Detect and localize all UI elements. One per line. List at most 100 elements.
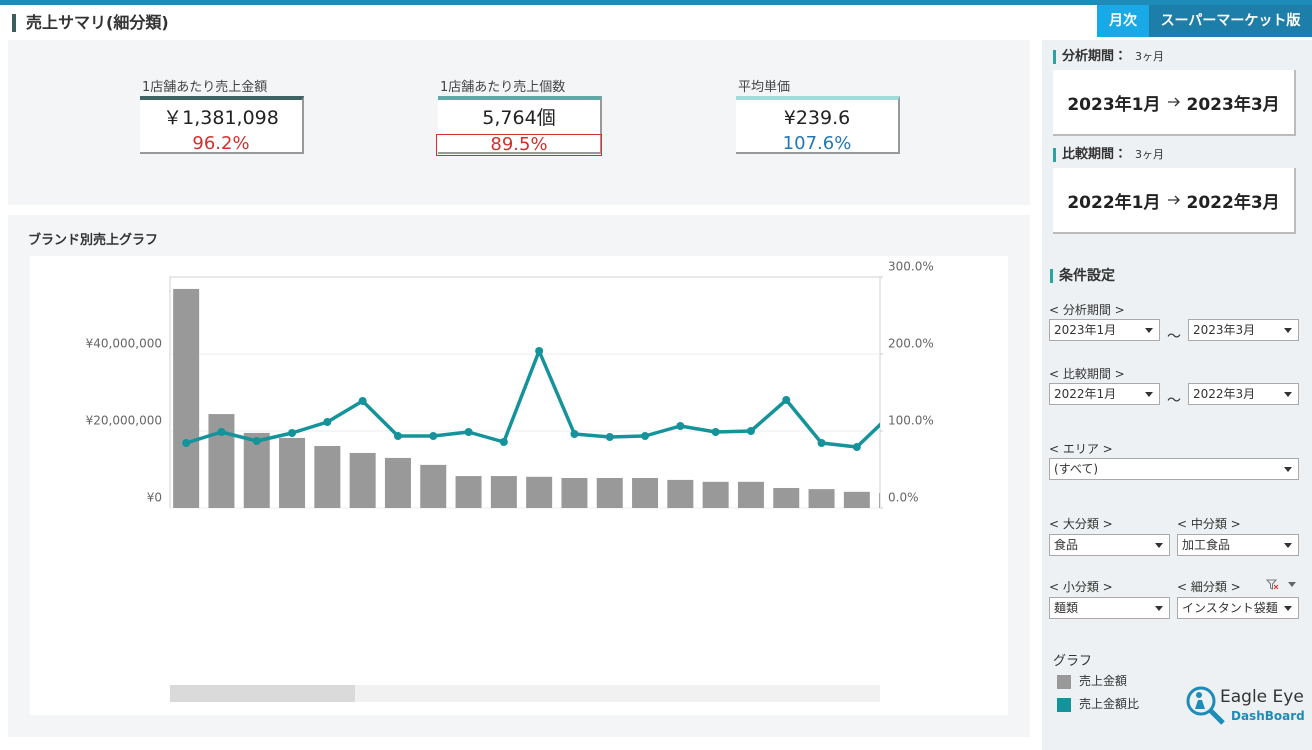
chart: ¥0 ¥20,000,000 ¥40,000,000 0.0% 100.0% 200.0%… (30, 256, 1008, 715)
y-tick-label: ¥40,000,000 (86, 337, 162, 351)
line-point (429, 432, 438, 441)
line-point (323, 417, 332, 426)
period-to: 2023年3月 (1186, 94, 1280, 115)
bar (384, 457, 411, 508)
kpi-card: 1店舗あたり売上金額 ￥1,381,098 96.2% (140, 80, 304, 154)
legend-swatch (1057, 674, 1071, 689)
line-point (782, 395, 791, 404)
line-point (605, 433, 614, 442)
bar (314, 446, 341, 508)
dropdown[interactable]: 加工食品 (1177, 534, 1299, 556)
bar (773, 487, 800, 508)
period-from: 2022年1月 (1067, 192, 1161, 213)
line-point (464, 428, 473, 437)
filter-label: < エリア > (1049, 442, 1113, 456)
line-point (393, 432, 402, 441)
legend-label: 売上金額 (1079, 674, 1128, 688)
bar (420, 464, 447, 508)
dropdown[interactable]: インスタント袋麺 (1177, 597, 1299, 619)
line-point (711, 428, 720, 437)
legend-item[interactable]: 売上金額比 (1057, 695, 1139, 712)
dropdown[interactable]: 2022年1月 (1049, 383, 1160, 405)
dropdown[interactable]: 食品 (1049, 534, 1170, 556)
kpi-box: ￥1,381,098 96.2% (140, 96, 304, 154)
kpi-label: 平均単価 (738, 80, 791, 95)
tab-monthly[interactable]: 月次 (1097, 5, 1149, 37)
y2-tick-label: 100.0% (888, 414, 934, 428)
period-heading: 分析期間： 3ヶ月 (1053, 50, 1164, 64)
line-point (217, 428, 226, 437)
bar (667, 479, 694, 508)
y2-tick-label: 200.0% (888, 337, 934, 351)
kpi-card: 1店舗あたり売上個数 5,764個 89.5% (436, 80, 602, 156)
kpi-ratio: 96.2% (192, 133, 250, 154)
bar (702, 481, 729, 508)
range-separator: ～ (1167, 329, 1181, 345)
kpi-box: ¥239.6 107.6% (736, 96, 900, 154)
label: 分析期間： (1062, 49, 1128, 64)
line-point (676, 421, 685, 430)
line-point (641, 432, 650, 441)
period-box: 2022年1月 2022年3月 (1053, 168, 1296, 234)
line-point (852, 443, 861, 452)
filter-label: < 細分類 > (1177, 580, 1241, 594)
filter-clear-icon[interactable] (1266, 579, 1298, 591)
line-point (746, 427, 755, 435)
line-point (817, 439, 826, 448)
kpi-label: 1店舗あたり売上個数 (440, 80, 566, 95)
kpi-ratio: 89.5% (436, 134, 602, 156)
period-to: 2022年3月 (1186, 192, 1280, 213)
legend: 売上金額 売上金額比 (1057, 672, 1139, 718)
duration: 3ヶ月 (1135, 148, 1165, 161)
dropdown[interactable]: (すべて) (1049, 458, 1299, 480)
y-tick-label: ¥20,000,000 (86, 414, 162, 428)
duration: 3ヶ月 (1135, 50, 1165, 63)
bar (243, 432, 270, 508)
bar (455, 476, 482, 508)
filter-label: < 大分類 > (1049, 517, 1113, 531)
filter-label: < 分析期間 > (1049, 303, 1125, 317)
bar (737, 481, 764, 508)
label: 比較期間： (1062, 147, 1128, 162)
dropdown[interactable]: 2023年3月 (1188, 319, 1299, 341)
arrow-icon (1167, 97, 1180, 107)
line-point (288, 429, 297, 438)
bar (879, 492, 880, 508)
bar (173, 288, 200, 508)
y2-tick-label: 0.0% (888, 491, 919, 505)
line-point (535, 346, 544, 355)
dropdown[interactable]: 2023年1月 (1049, 319, 1160, 341)
kpi-box: 5,764個 89.5% (436, 96, 602, 156)
line-point (182, 439, 191, 448)
line-point (499, 438, 508, 447)
filter-label: < 比較期間 > (1049, 367, 1125, 381)
bar (596, 477, 623, 508)
legend-label: 売上金額比 (1079, 697, 1140, 711)
top-bar (0, 0, 1312, 5)
scrollbar-thumb[interactable] (170, 685, 355, 702)
page-title: 売上サマリ(細分類) (12, 14, 169, 32)
filter-label: < 中分類 > (1177, 517, 1241, 531)
period-from: 2023年1月 (1067, 94, 1161, 115)
period-heading: 比較期間： 3ヶ月 (1053, 148, 1164, 162)
line-point (358, 396, 367, 405)
legend-title: グラフ (1053, 654, 1093, 669)
bar (526, 476, 553, 508)
kpi-label: 1店舗あたり売上金額 (142, 80, 268, 95)
logo: Eagle Eye DashBoard (1185, 685, 1305, 729)
line-point (252, 437, 261, 446)
y2-tick-label: 300.0% (888, 260, 934, 274)
legend-item[interactable]: 売上金額 (1057, 672, 1139, 689)
bar (843, 491, 870, 508)
tab-edition[interactable]: スーパーマーケット版 (1149, 5, 1312, 37)
range-separator: ～ (1167, 393, 1181, 409)
kpi-value: 5,764個 (482, 107, 556, 129)
dropdown[interactable]: 2022年3月 (1188, 383, 1299, 405)
chart-title: ブランド別売上グラフ (28, 233, 159, 248)
y-tick-label: ¥0 (147, 491, 162, 505)
bar (632, 477, 659, 508)
logo-name: Eagle Eye (1220, 687, 1304, 707)
plot-frame (169, 276, 881, 509)
dropdown[interactable]: 麺類 (1049, 597, 1170, 619)
